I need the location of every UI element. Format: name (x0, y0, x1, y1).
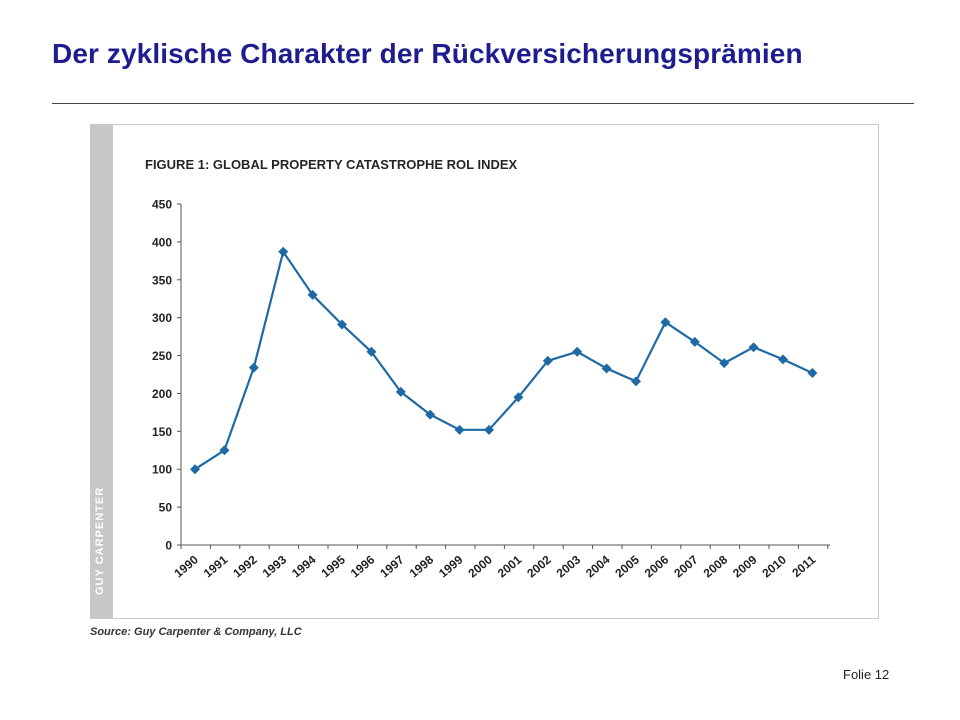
data-point-1990 (190, 464, 200, 475)
y-tick-label: 450 (152, 198, 172, 212)
data-point-2000 (484, 424, 494, 435)
x-tick-label: 1997 (377, 552, 407, 580)
y-tick-label: 350 (152, 273, 172, 287)
x-tick-label: 1990 (171, 552, 201, 580)
series-line (194, 250, 813, 471)
x-tick-label: 2003 (554, 552, 584, 580)
x-tick-label: 2005 (612, 552, 642, 580)
x-tick-label: 1993 (260, 552, 290, 580)
data-point-1999 (454, 424, 465, 435)
x-tick-label: 2002 (524, 552, 554, 580)
data-point-1991 (219, 445, 230, 456)
figure-title: FIGURE 1: GLOBAL PROPERTY CATASTROPHE RO… (145, 157, 518, 172)
x-tick-label: 2007 (671, 552, 701, 580)
x-tick-label: 1998 (407, 552, 437, 580)
x-tick-label: 1991 (201, 552, 231, 580)
data-point-2005 (631, 376, 641, 387)
title-divider (52, 103, 914, 104)
data-point-2002 (542, 355, 553, 366)
data-point-1997 (395, 386, 406, 397)
x-tick-label: 1996 (348, 552, 378, 580)
y-tick-label: 250 (152, 349, 172, 363)
y-tick-label: 0 (165, 539, 172, 553)
x-tick-label: 2000 (465, 552, 495, 580)
y-tick-label: 50 (159, 501, 173, 515)
data-point-2006 (660, 317, 671, 328)
slide-number: Folie 12 (843, 667, 890, 682)
x-tick-label: 2006 (642, 552, 672, 580)
data-point-1993 (278, 246, 289, 257)
figure-panel: GUY CARPENTER FIGURE 1: GLOBAL PROPERTY … (90, 124, 879, 619)
x-tick-label: 2011 (789, 552, 818, 580)
data-point-2003 (572, 346, 583, 357)
y-tick-label: 300 (152, 311, 172, 325)
x-tick-label: 1994 (289, 552, 319, 580)
data-point-1994 (307, 289, 318, 300)
x-tick-label: 2004 (583, 552, 613, 580)
data-point-2011 (807, 367, 818, 378)
data-point-2001 (513, 392, 524, 403)
y-tick-label: 400 (152, 235, 172, 249)
data-point-2010 (778, 354, 788, 365)
x-tick-label: 1995 (318, 552, 348, 580)
y-tick-label: 200 (152, 387, 172, 401)
data-point-1995 (337, 319, 347, 330)
data-point-2007 (689, 336, 700, 347)
x-tick-label: 2010 (759, 552, 789, 580)
x-tick-label: 2008 (701, 552, 731, 580)
data-point-1992 (248, 362, 259, 373)
x-tick-label: 1992 (230, 552, 260, 580)
data-point-2008 (719, 358, 730, 369)
y-tick-label: 100 (152, 463, 172, 477)
x-tick-label: 1999 (436, 552, 466, 580)
data-point-2004 (601, 363, 612, 374)
y-tick-label: 150 (152, 425, 172, 439)
x-tick-label: 2001 (495, 552, 525, 580)
data-point-2009 (748, 342, 759, 353)
side-band (91, 125, 113, 618)
data-point-1998 (425, 409, 436, 420)
source-note: Source: Guy Carpenter & Company, LLC (90, 626, 302, 638)
x-tick-label: 2009 (730, 552, 760, 580)
data-point-1996 (366, 346, 377, 357)
slide-title: Der zyklische Charakter der Rückversiche… (52, 38, 803, 69)
